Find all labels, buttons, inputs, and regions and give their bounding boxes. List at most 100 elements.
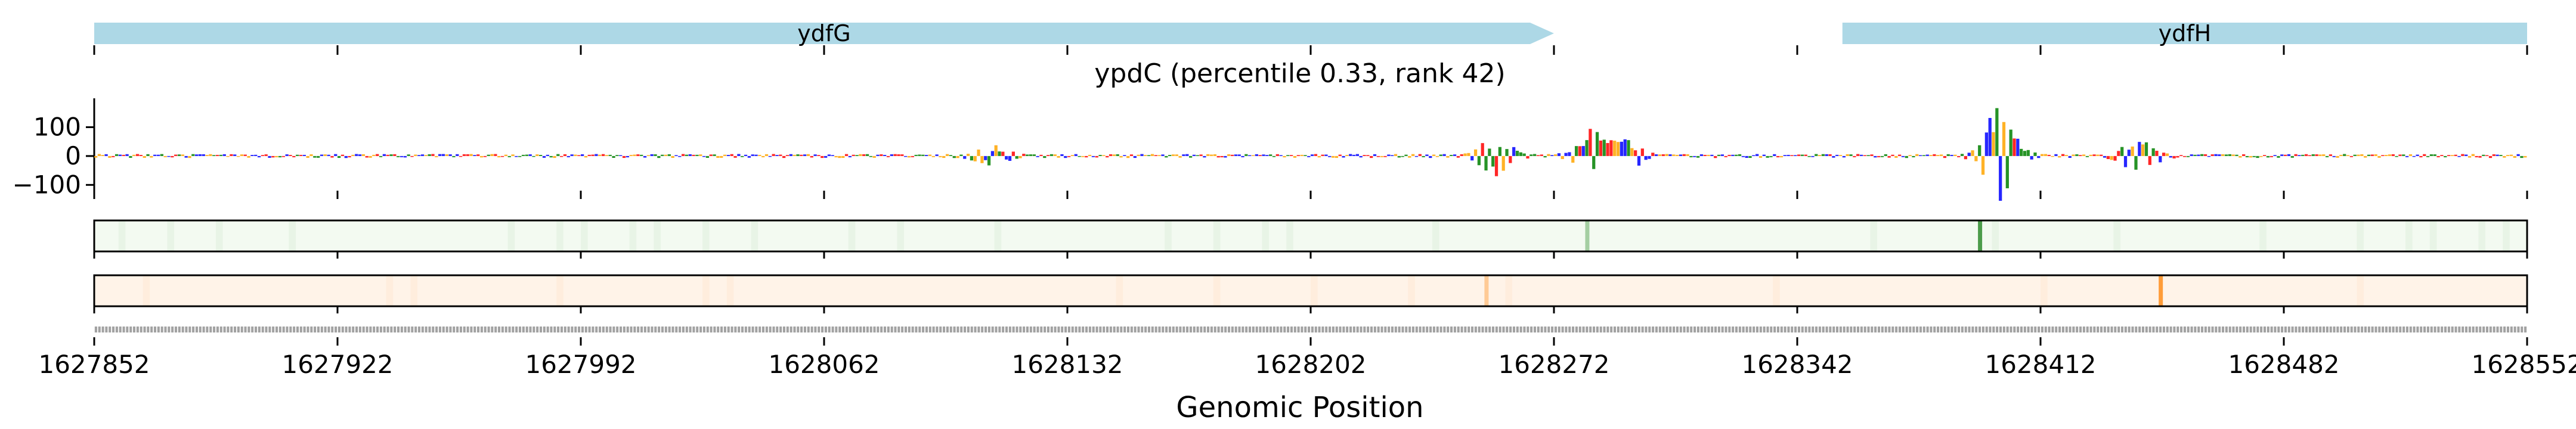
seq-base-631 [2287, 327, 2290, 332]
logo-letter-223 [869, 156, 873, 157]
seq-base-258 [991, 327, 994, 332]
logo-letter-81 [376, 154, 379, 156]
seq-base-585 [2128, 327, 2131, 332]
logo-letter-239 [925, 154, 928, 156]
x-tick-label-5: 1628202 [1255, 350, 1366, 379]
heatmap-highlight-2-1 [2159, 275, 2163, 306]
seq-base-71 [341, 327, 344, 332]
seq-base-255 [981, 327, 984, 332]
logo-letter-670 [2423, 154, 2426, 156]
logo-letter-581 [2113, 156, 2117, 161]
seq-base-351 [1314, 327, 1317, 332]
seq-base-381 [1419, 327, 1422, 332]
logo-letter-61 [306, 156, 309, 158]
logo-letter-153 [626, 156, 630, 158]
logo-letter-185 [737, 154, 741, 156]
seq-base-317 [1196, 327, 1199, 332]
seq-base-367 [1370, 327, 1373, 332]
seq-base-41 [237, 327, 240, 332]
seq-base-223 [869, 327, 872, 332]
logo-letter-364 [1359, 156, 1363, 158]
seq-base-609 [2211, 327, 2214, 332]
logo-letter-306 [1157, 155, 1161, 156]
seq-base-553 [2017, 327, 2020, 332]
seq-base-241 [932, 327, 935, 332]
logo-letter-480 [1762, 154, 1766, 156]
seq-base-220 [859, 327, 862, 332]
seq-base-270 [1033, 327, 1036, 332]
heatmap-cell-1-1628363 [1870, 220, 1878, 251]
seq-base-653 [2364, 327, 2367, 332]
logo-letter-610 [2214, 154, 2218, 156]
seq-base-42 [240, 327, 243, 332]
logo-letter-10 [129, 156, 132, 158]
seq-base-526 [1922, 327, 1925, 332]
logo-letter-319 [1203, 156, 1206, 158]
seq-base-490 [1797, 327, 1800, 332]
seq-base-417 [1544, 327, 1547, 332]
logo-letter-408 [1512, 147, 1516, 156]
heatmap-cell-2-1628027 [702, 275, 710, 306]
logo-letter-14 [143, 156, 146, 158]
logo-letter-466 [1714, 156, 1717, 158]
seq-base-315 [1189, 327, 1192, 332]
logo-letter-169 [682, 154, 685, 156]
logo-letter-611 [2218, 154, 2221, 156]
seq-base-226 [880, 327, 883, 332]
logo-letter-222 [865, 154, 869, 156]
seq-base-495 [1815, 327, 1818, 332]
logo-letter-244 [942, 156, 946, 158]
seq-base-224 [873, 327, 876, 332]
logo-letter-128 [539, 155, 543, 156]
seq-base-174 [699, 327, 702, 332]
logo-letter-152 [622, 156, 626, 158]
seq-base-303 [1147, 327, 1151, 332]
logo-letter-540 [1971, 150, 1974, 156]
seq-base-680 [2458, 327, 2461, 332]
seq-base-688 [2485, 327, 2489, 332]
logo-letter-199 [785, 155, 789, 156]
logo-letter-213 [834, 156, 838, 158]
logo-letter-468 [1720, 154, 1724, 156]
logo-letter-327 [1230, 154, 1234, 156]
seq-base-377 [1405, 327, 1408, 332]
seq-base-230 [894, 327, 897, 332]
logo-letter-525 [1919, 155, 1922, 156]
seq-base-623 [2260, 327, 2263, 332]
logo-letter-119 [507, 156, 511, 157]
seq-base-395 [1467, 327, 1470, 332]
logo-letter-127 [535, 154, 539, 156]
seq-base-379 [1411, 327, 1414, 332]
logo-letter-635 [2301, 154, 2305, 156]
seq-base-107 [466, 327, 469, 332]
logo-letter-50 [268, 156, 271, 158]
seq-base-239 [925, 327, 928, 332]
logo-letter-395 [1467, 153, 1470, 156]
seq-base-74 [352, 327, 355, 332]
seq-base-157 [640, 327, 643, 332]
logo-letter-72 [344, 156, 348, 158]
seq-base-593 [2156, 327, 2159, 332]
seq-base-494 [1812, 327, 1815, 332]
heatmap-highlight-1-0 [1585, 220, 1590, 251]
logo-letter-483 [1773, 154, 1776, 156]
logo-letter-689 [2488, 156, 2493, 158]
seq-base-601 [2183, 327, 2186, 332]
seq-base-537 [1961, 327, 1964, 332]
heatmap-cell-2-1628202 [1311, 275, 1318, 306]
seq-base-46 [254, 327, 258, 332]
y-tick-label-1: 0 [65, 141, 81, 170]
seq-base-551 [2010, 327, 2012, 332]
heatmap-bg-1 [94, 220, 2527, 251]
logo-letter-570 [2075, 154, 2079, 156]
seq-base-444 [1637, 327, 1640, 332]
seq-base-691 [2496, 327, 2499, 332]
seq-base-111 [480, 327, 483, 332]
seq-base-28 [192, 327, 195, 332]
seq-base-115 [494, 327, 497, 332]
heatmap-cell-1-1628433 [2113, 220, 2121, 251]
seq-base-299 [1134, 327, 1137, 332]
seq-base-638 [2312, 327, 2315, 332]
logo-letter-354 [1324, 154, 1328, 156]
seq-base-32 [206, 327, 209, 332]
